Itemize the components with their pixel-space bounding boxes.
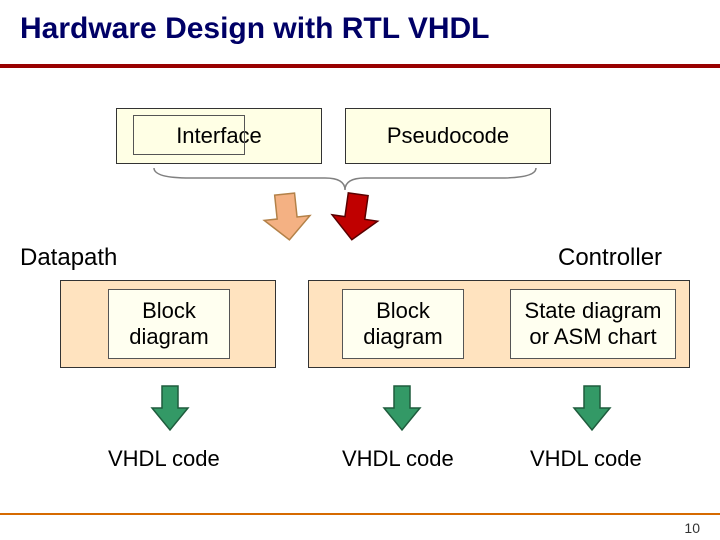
datapath-label: Datapath bbox=[20, 244, 117, 272]
page-number: 10 bbox=[684, 520, 700, 536]
controller-block-diagram-box: Block diagram bbox=[342, 289, 464, 359]
vhdl-code-right: VHDL code bbox=[530, 446, 642, 472]
vhdl-code-left: VHDL code bbox=[108, 446, 220, 472]
datapath-block-diagram-box: Block diagram bbox=[108, 289, 230, 359]
bottom-rule bbox=[0, 513, 720, 515]
vhdl-code-center: VHDL code bbox=[342, 446, 454, 472]
datapath-sub-line1: Block bbox=[142, 298, 196, 324]
green-arrow-left-icon bbox=[150, 384, 190, 432]
controller-sub-right-line2: or ASM chart bbox=[529, 324, 656, 350]
arrow-to-datapath-icon bbox=[260, 190, 315, 245]
controller-sub-right-line1: State diagram bbox=[525, 298, 662, 324]
controller-sub-left-line1: Block bbox=[376, 298, 430, 324]
interface-box: Interface bbox=[116, 108, 322, 164]
controller-state-diagram-box: State diagram or ASM chart bbox=[510, 289, 676, 359]
green-arrow-right-icon bbox=[572, 384, 612, 432]
controller-label: Controller bbox=[558, 244, 662, 272]
interface-label: Interface bbox=[176, 123, 262, 149]
datapath-sub-line2: diagram bbox=[129, 324, 208, 350]
controller-sub-left-line2: diagram bbox=[363, 324, 442, 350]
green-arrow-center-icon bbox=[382, 384, 422, 432]
arrow-to-controller-icon bbox=[327, 189, 383, 245]
pseudocode-label: Pseudocode bbox=[387, 123, 509, 149]
merge-brace bbox=[150, 166, 540, 192]
title-underline bbox=[0, 64, 720, 68]
pseudocode-box: Pseudocode bbox=[345, 108, 551, 164]
slide-root: Hardware Design with RTL VHDL Interface … bbox=[0, 0, 720, 540]
slide-title: Hardware Design with RTL VHDL bbox=[20, 12, 490, 46]
